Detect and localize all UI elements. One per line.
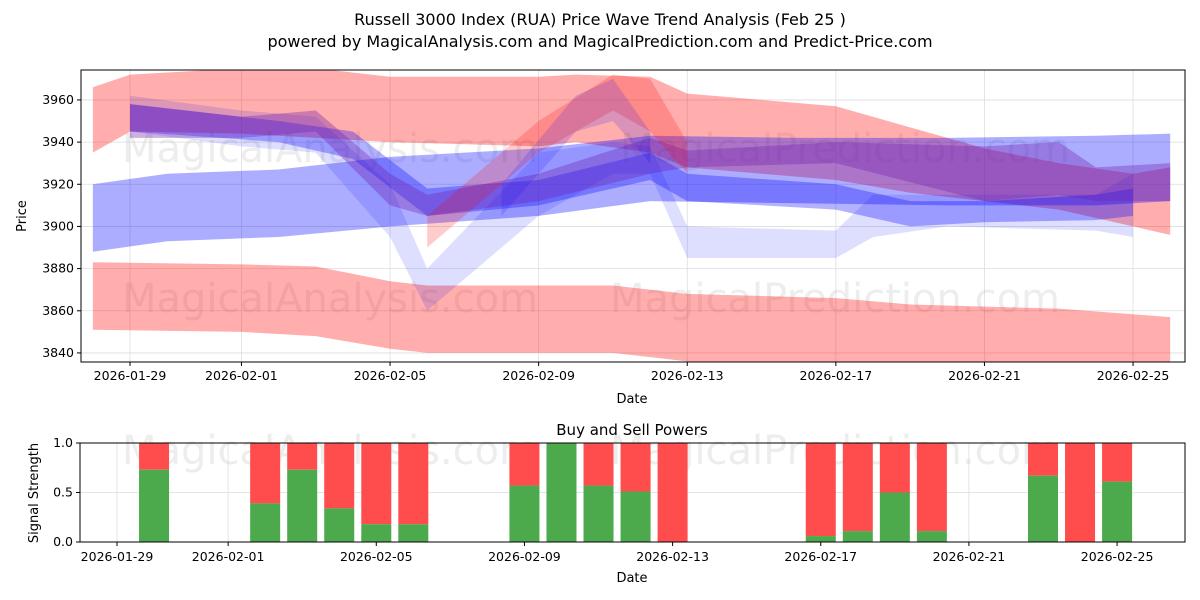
sell-bar xyxy=(842,443,873,532)
wave-band-blue-peak xyxy=(501,78,651,216)
buy-bar xyxy=(546,443,577,542)
y-tick-label: 3940 xyxy=(42,134,74,149)
signal-plot: 0.0 0.5 1.0 2026-01-29 2026-02-01 2026-02-05 2… xyxy=(53,428,1186,564)
chart-subtitle: powered by MagicalAnalysis.com and Magic… xyxy=(267,32,932,51)
x-tick-label: 2026-02-17 xyxy=(784,549,857,564)
bottom-x-axis-label: Date xyxy=(616,571,647,586)
x-tick-label: 2026-02-13 xyxy=(636,549,709,564)
x-tick-label: 2026-02-25 xyxy=(1081,549,1154,564)
buy-bar xyxy=(1028,475,1058,542)
buy-bar xyxy=(509,485,540,542)
y-axis-label: Price xyxy=(15,200,30,232)
y-tick-label: 3860 xyxy=(42,303,74,318)
sell-bar xyxy=(879,443,910,493)
y-tick-label: 3880 xyxy=(42,261,74,276)
y-tick-label: 0.5 xyxy=(53,485,73,500)
buy-bar xyxy=(879,492,910,542)
x-axis-label: Date xyxy=(616,392,647,407)
wave-band-blue-mid xyxy=(130,104,1134,227)
sell-bar xyxy=(139,443,170,470)
watermark: MagicalAnalysis.com xyxy=(122,126,538,172)
buy-bar xyxy=(805,536,836,542)
sell-bar xyxy=(1028,443,1058,476)
buy-bar xyxy=(398,524,429,542)
sell-bar xyxy=(398,443,429,525)
sell-bar xyxy=(324,443,355,509)
wave-band-red-upper xyxy=(92,70,1171,235)
x-tick-label: 2026-02-01 xyxy=(205,368,278,383)
bottom-chart-title: Buy and Sell Powers xyxy=(556,421,708,439)
sell-bar xyxy=(583,443,614,486)
watermark: MagicalAnalysis.com xyxy=(122,276,538,322)
wave-band-purple-cluster xyxy=(130,104,1171,216)
x-tick-label: 2026-02-25 xyxy=(1097,368,1170,383)
wave-band-blue-dip xyxy=(130,95,1134,311)
y-tick-label: 3840 xyxy=(42,345,74,360)
x-tick-label: 2026-02-01 xyxy=(192,549,265,564)
x-tick-label: 2026-02-21 xyxy=(933,549,1006,564)
sell-bar xyxy=(916,443,947,532)
plot-frame xyxy=(80,69,1186,363)
x-tick-label: 2026-01-29 xyxy=(81,549,154,564)
sell-bar xyxy=(361,443,392,525)
x-tick-label: 2026-01-29 xyxy=(94,368,167,383)
sell-bar xyxy=(1065,443,1096,542)
plot-frame xyxy=(79,442,1186,543)
buy-bar xyxy=(620,491,651,542)
sell-bar xyxy=(287,443,318,470)
sell-bar xyxy=(805,443,836,537)
y-tick-label: 3960 xyxy=(42,92,74,107)
bands xyxy=(92,70,1171,362)
y-tick-label: 1.0 xyxy=(53,435,73,450)
y-tick-label: 3920 xyxy=(42,176,74,191)
buy-bar xyxy=(324,508,355,542)
watermark: MagicalPrediction.com xyxy=(610,276,1060,322)
buy-bar xyxy=(139,469,170,542)
x-tick-label: 2026-02-05 xyxy=(354,368,427,383)
sell-bar xyxy=(509,443,540,486)
wave-band-red-lower xyxy=(92,262,1171,362)
x-tick-label: 2026-02-05 xyxy=(340,549,413,564)
sell-bar xyxy=(1102,443,1133,482)
x-tick-label: 2026-02-21 xyxy=(948,368,1021,383)
watermark: MagicalPrediction.com xyxy=(620,126,1070,172)
bottom-y-axis-label: Signal Strength xyxy=(27,443,42,543)
wave-band-blue-wide xyxy=(92,133,1171,252)
buy-bar xyxy=(842,531,873,542)
buy-bar xyxy=(916,531,947,542)
buy-bar xyxy=(250,503,281,542)
x-tick-label: 2026-02-17 xyxy=(800,368,873,383)
buy-bar xyxy=(361,524,392,542)
sell-bar xyxy=(250,443,281,504)
sell-bar xyxy=(657,443,688,542)
buy-bar xyxy=(583,485,614,542)
sell-bar xyxy=(620,443,651,492)
x-tick-label: 2026-02-13 xyxy=(651,368,724,383)
price-plot: 3840 3860 3880 3900 3920 3940 3960 2026-01-29 20… xyxy=(42,69,1186,383)
buy-bar xyxy=(287,469,318,542)
buy-bar xyxy=(1102,481,1133,542)
x-tick-label: 2026-02-09 xyxy=(502,368,575,383)
y-tick-label: 0.0 xyxy=(53,534,73,549)
x-tick-label: 2026-02-09 xyxy=(488,549,561,564)
y-tick-label: 3900 xyxy=(42,218,74,233)
chart-title: Russell 3000 Index (RUA) Price Wave Tren… xyxy=(354,10,846,29)
